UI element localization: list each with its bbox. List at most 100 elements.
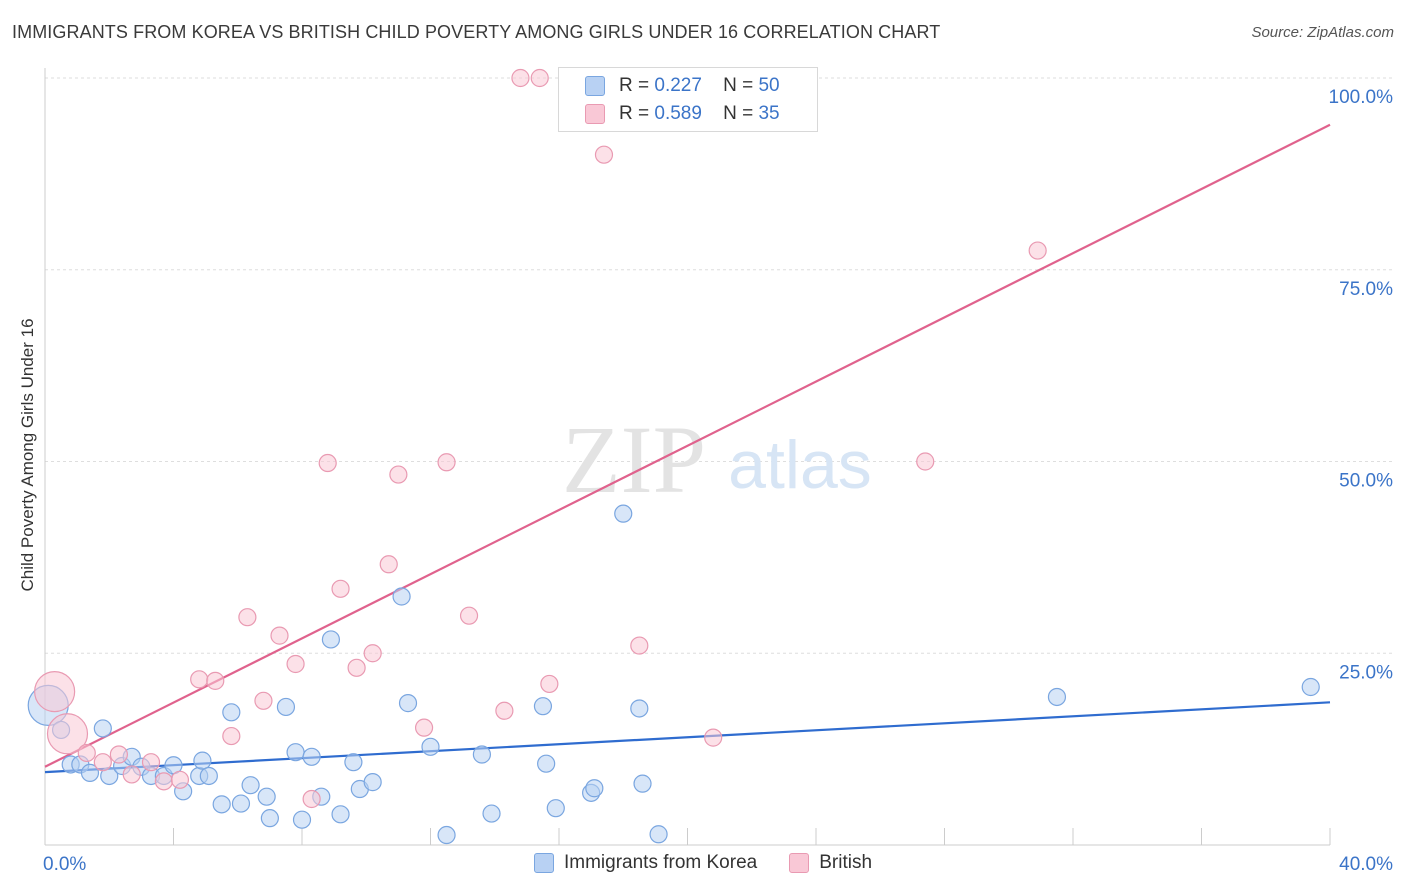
grid-lines: [45, 77, 1392, 654]
trend-lines: [44, 123, 1331, 774]
legend-label-british: British: [819, 852, 873, 873]
watermark-atlas: atlas: [728, 427, 872, 503]
point-korea[interactable]: [546, 799, 565, 818]
point-british[interactable]: [141, 753, 161, 772]
legend-swatch-british: [789, 853, 810, 873]
point-british[interactable]: [109, 745, 128, 764]
stats-n-value-korea: 50: [758, 75, 780, 96]
y-tick-label: 50.0%: [1339, 471, 1393, 492]
point-british[interactable]: [630, 636, 649, 655]
point-korea[interactable]: [286, 743, 305, 762]
y-tick-label: 100.0%: [1329, 87, 1394, 108]
point-korea[interactable]: [331, 805, 350, 824]
stats-r-value-british: 0.589: [654, 103, 702, 124]
point-british[interactable]: [270, 626, 289, 645]
point-korea[interactable]: [630, 699, 649, 718]
stats-r-value-korea: 0.227: [654, 75, 702, 96]
point-british[interactable]: [495, 701, 514, 720]
stats-n-label: N =: [723, 75, 754, 96]
source-label: Source: ZipAtlas.com: [1251, 24, 1394, 41]
chart-title: IMMIGRANTS FROM KOREA VS BRITISH CHILD P…: [12, 22, 941, 42]
trend-line-british: [44, 123, 1331, 768]
point-british[interactable]: [459, 606, 479, 625]
point-korea[interactable]: [212, 795, 231, 814]
point-british[interactable]: [389, 465, 408, 484]
point-korea[interactable]: [321, 630, 341, 649]
point-korea[interactable]: [222, 703, 241, 722]
y-tick-label: 75.0%: [1339, 279, 1393, 300]
point-british[interactable]: [122, 765, 141, 784]
point-british[interactable]: [379, 555, 398, 574]
point-british[interactable]: [530, 68, 549, 88]
point-korea[interactable]: [585, 779, 604, 798]
point-korea[interactable]: [537, 754, 556, 773]
point-british[interactable]: [302, 789, 321, 809]
point-korea[interactable]: [302, 747, 321, 766]
point-british[interactable]: [414, 718, 434, 737]
point-korea[interactable]: [472, 745, 491, 764]
point-british[interactable]: [206, 671, 225, 690]
point-british[interactable]: [170, 770, 190, 789]
point-korea[interactable]: [276, 697, 296, 717]
point-korea[interactable]: [421, 737, 440, 756]
stats-r-label: R =: [619, 75, 650, 96]
point-british[interactable]: [347, 658, 366, 677]
point-korea[interactable]: [93, 719, 112, 738]
y-tick-label: 25.0%: [1339, 662, 1393, 683]
legend-item-korea[interactable]: Immigrants from Korea: [533, 852, 757, 874]
point-korea[interactable]: [1047, 687, 1067, 707]
point-korea[interactable]: [437, 825, 456, 845]
point-british[interactable]: [704, 728, 723, 747]
legend-swatch-korea: [533, 853, 554, 873]
point-korea[interactable]: [649, 825, 668, 844]
point-korea[interactable]: [292, 810, 312, 829]
point-korea[interactable]: [614, 504, 633, 523]
point-british[interactable]: [222, 726, 241, 746]
tick-labels: 25.0% 50.0% 75.0% 100.0% 0.0% 40.0%: [43, 87, 1393, 875]
point-british[interactable]: [318, 453, 337, 473]
point-korea[interactable]: [398, 694, 418, 713]
point-korea[interactable]: [392, 587, 411, 606]
point-korea[interactable]: [193, 751, 212, 770]
point-british[interactable]: [286, 654, 305, 674]
point-korea[interactable]: [257, 787, 276, 806]
point-korea[interactable]: [260, 809, 279, 828]
point-korea[interactable]: [199, 766, 218, 786]
point-british[interactable]: [34, 670, 76, 713]
point-korea[interactable]: [633, 774, 652, 793]
point-british[interactable]: [540, 674, 559, 694]
point-british[interactable]: [1028, 241, 1047, 260]
point-british[interactable]: [238, 608, 257, 627]
watermark-zip: ZIP: [562, 406, 706, 513]
point-british[interactable]: [190, 670, 209, 689]
stats-r-label: R =: [619, 103, 650, 124]
stats-legend: R = 0.227 N = 50 R = 0.589 N = 35: [558, 67, 818, 132]
point-british[interactable]: [511, 68, 530, 88]
point-british[interactable]: [154, 772, 173, 791]
trend-line-korea: [44, 701, 1331, 774]
point-british[interactable]: [254, 691, 273, 710]
point-korea[interactable]: [344, 753, 363, 772]
legend-item-british[interactable]: British: [789, 852, 872, 874]
data-points: [27, 68, 1320, 845]
point-british[interactable]: [93, 753, 112, 772]
x-tick-label: 40.0%: [1339, 854, 1393, 875]
point-british[interactable]: [437, 453, 456, 472]
point-british[interactable]: [363, 644, 382, 663]
point-british[interactable]: [594, 145, 614, 164]
stats-swatch-korea: [585, 76, 605, 96]
stats-n-label: N =: [723, 103, 754, 124]
point-korea[interactable]: [80, 763, 100, 783]
point-british[interactable]: [916, 452, 935, 471]
point-british[interactable]: [77, 743, 96, 763]
point-korea[interactable]: [533, 697, 553, 716]
point-korea[interactable]: [482, 804, 501, 823]
point-korea[interactable]: [231, 794, 251, 813]
bottom-legend: Immigrants from Korea British: [0, 852, 1406, 874]
point-korea[interactable]: [1301, 677, 1320, 697]
point-korea[interactable]: [241, 776, 260, 795]
point-korea[interactable]: [363, 773, 382, 792]
point-british[interactable]: [331, 579, 350, 598]
point-british[interactable]: [46, 713, 89, 755]
